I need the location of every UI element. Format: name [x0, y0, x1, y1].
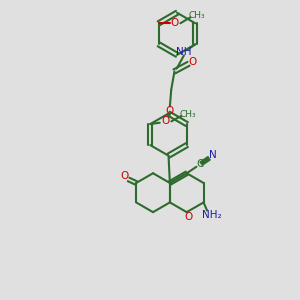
Text: NH: NH	[176, 47, 192, 57]
Text: O: O	[162, 116, 170, 126]
Text: O: O	[166, 106, 174, 116]
Text: O: O	[184, 212, 192, 222]
Text: CH₃: CH₃	[179, 110, 196, 118]
Text: N: N	[209, 150, 217, 160]
Text: NH₂: NH₂	[202, 210, 221, 220]
Text: O: O	[189, 57, 197, 67]
Text: O: O	[171, 18, 179, 28]
Text: O: O	[120, 171, 129, 181]
Text: CH₃: CH₃	[189, 11, 206, 20]
Text: C: C	[196, 158, 203, 169]
